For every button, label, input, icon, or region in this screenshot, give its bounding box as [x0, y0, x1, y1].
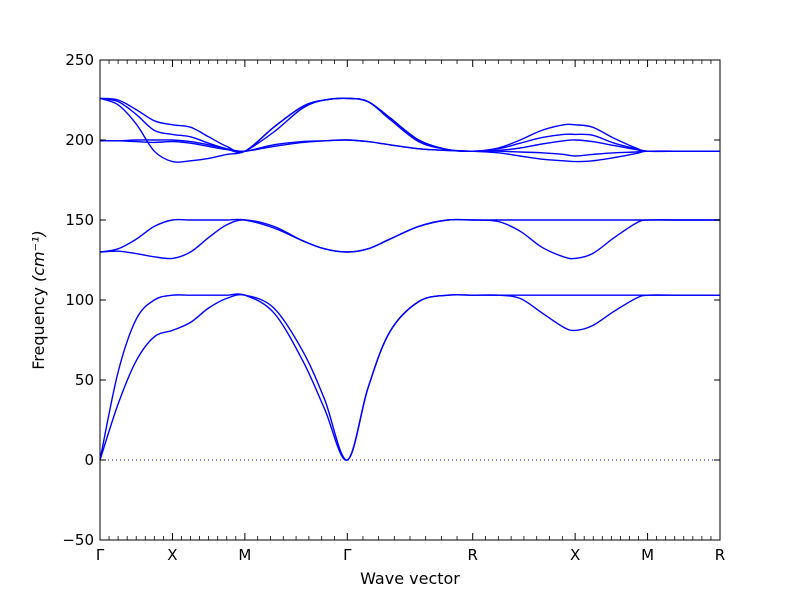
band-line-7	[99, 97, 720, 163]
x-tick-label: Γ	[96, 546, 105, 564]
y-tick-label: 150	[65, 211, 94, 229]
plot-frame	[99, 59, 721, 541]
x-axis-title: Wave vector	[360, 569, 460, 588]
band-line-1	[99, 294, 720, 461]
y-tick-label: 250	[65, 51, 94, 69]
y-axis-title-unit: (cm⁻¹)	[29, 230, 48, 282]
band-series-layer	[99, 97, 720, 461]
y-tick-label: 50	[75, 371, 94, 389]
y-axis-title-text: Frequency	[29, 287, 48, 370]
y-axis-ticks: −50 0 50 100 150 200 250	[62, 51, 720, 549]
y-tick-label: 200	[65, 131, 94, 149]
x-tick-label: M	[641, 546, 654, 564]
band-line-6	[99, 139, 720, 153]
band-line-2	[99, 293, 720, 461]
x-tick-label: R	[715, 546, 725, 564]
x-tick-label: X	[570, 546, 580, 564]
y-tick-label: 0	[84, 451, 94, 469]
x-tick-label: M	[238, 546, 251, 564]
band-line-4	[99, 218, 720, 253]
y-tick-label: 100	[65, 291, 94, 309]
band-line-3	[99, 218, 720, 260]
x-tick-label: X	[167, 546, 177, 564]
x-tick-label: Γ	[343, 546, 352, 564]
y-tick-label: −50	[62, 531, 94, 549]
band-line-9	[99, 97, 720, 153]
x-tick-label: R	[468, 546, 478, 564]
y-axis-title: Frequency (cm⁻¹)	[29, 230, 48, 369]
